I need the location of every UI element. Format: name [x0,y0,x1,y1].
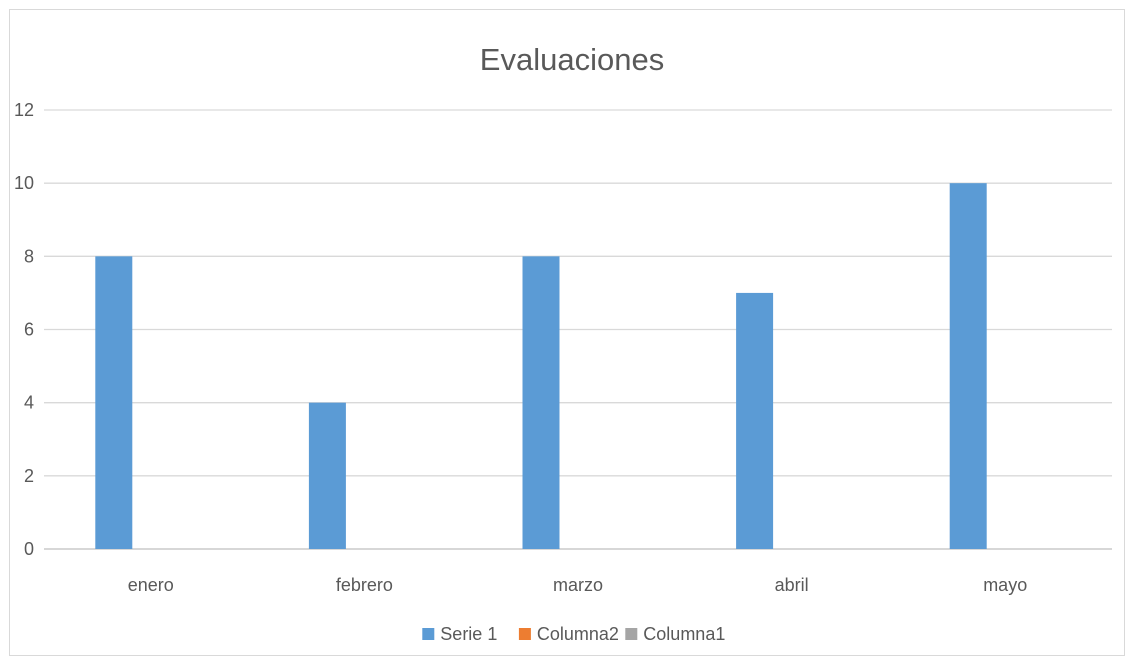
legend: Serie 1 Columna2 Columna1 [422,624,725,644]
y-axis-ticks: 0 2 4 6 8 10 12 [14,100,34,559]
bar-enero-serie-1 [95,256,133,549]
bar-febrero-serie-1 [308,402,346,549]
legend-label: Columna2 [537,624,619,644]
gridlines [44,109,1112,550]
legend-label: Columna1 [643,624,725,644]
x-category-label: abril [775,575,809,595]
legend-swatch [422,628,435,640]
x-category-label: enero [128,575,174,595]
x-category-label: mayo [983,575,1027,595]
x-category-label: febrero [336,575,393,595]
bar-marzo-serie-1 [522,256,560,549]
bar-mayo-serie-1 [949,183,987,549]
y-tick-label: 10 [14,173,34,193]
chart-frame [9,9,1125,656]
legend-swatch [625,628,638,640]
bar-abril-serie-1 [736,292,774,549]
legend-label: Serie 1 [440,624,497,644]
bars [95,183,987,549]
x-category-label: marzo [553,575,603,595]
y-tick-label: 6 [24,320,34,340]
y-tick-label: 2 [24,466,34,486]
y-tick-label: 12 [14,100,34,120]
y-tick-label: 8 [24,246,34,266]
y-tick-label: 0 [24,539,34,559]
y-tick-label: 4 [24,393,34,413]
chart-title: Evaluaciones [480,42,664,77]
x-axis-categories: enero febrero marzo abril mayo [128,575,1027,595]
legend-swatch [518,628,531,640]
